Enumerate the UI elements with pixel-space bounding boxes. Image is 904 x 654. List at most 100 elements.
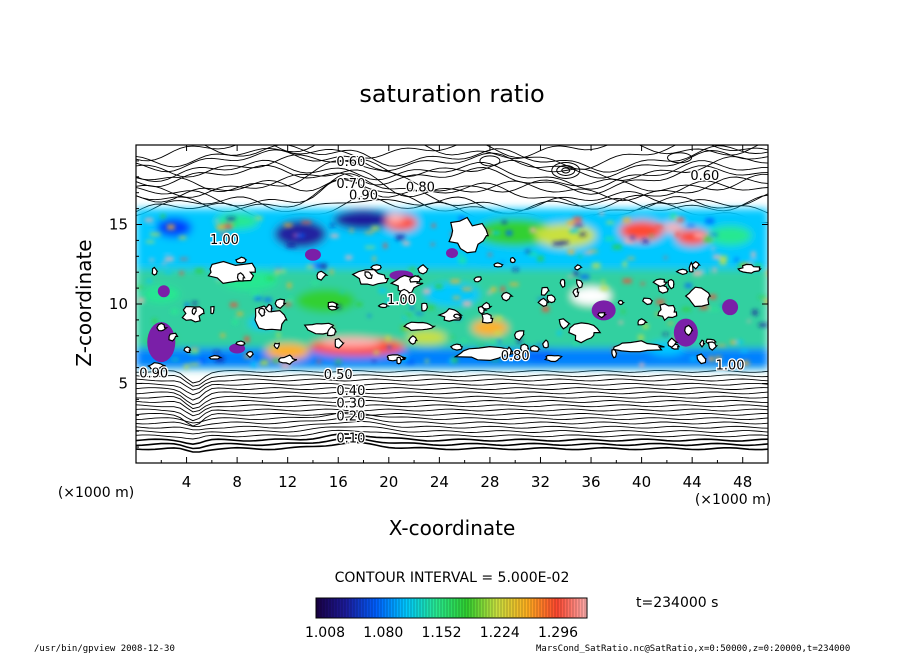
heat-cell <box>693 270 702 276</box>
heat-cell <box>573 223 583 228</box>
x-tick-label: 8 <box>232 473 242 491</box>
heat-cell <box>458 257 467 264</box>
heat-cell <box>690 356 697 361</box>
contour-label: 0.50 <box>324 368 353 383</box>
heat-cell <box>500 261 504 264</box>
heat-cell <box>715 355 722 361</box>
y-axis-label: Z-coordinate <box>72 239 96 366</box>
subsaturated-blob <box>328 305 340 311</box>
heat-cell <box>213 350 220 354</box>
heat-cell <box>758 323 768 327</box>
heat-cell <box>189 349 199 355</box>
contour-label: 0.90 <box>349 188 378 203</box>
y-tick-label: 5 <box>118 375 128 393</box>
heat-cell <box>454 253 464 256</box>
heat-cell <box>713 267 717 273</box>
heat-cell <box>284 223 293 228</box>
heat-cell <box>198 236 205 239</box>
heat-cell <box>385 299 392 305</box>
contour-line <box>136 426 768 435</box>
subsaturated-blob <box>210 305 215 315</box>
chart-title: saturation ratio <box>359 80 544 108</box>
subsaturated-blob <box>316 270 329 281</box>
heat-cell <box>528 252 537 256</box>
heat-patch-purple <box>304 248 321 261</box>
heat-cell <box>184 364 189 370</box>
contour-interval: CONTOUR INTERVAL = 5.000E-02 <box>335 570 570 586</box>
heat-cell <box>301 220 312 224</box>
heat-cell <box>330 223 335 228</box>
heat-cell <box>509 282 519 286</box>
subsaturated-blob <box>637 318 648 326</box>
heat-patch <box>475 218 556 247</box>
heat-cell <box>662 333 669 336</box>
colorbar-tick-label: 1.152 <box>421 625 461 641</box>
contour-line <box>136 404 768 417</box>
heat-cell <box>501 220 507 224</box>
contour-line <box>136 145 768 173</box>
heat-cell <box>624 238 634 244</box>
heat-cell <box>149 258 154 262</box>
contour-line <box>136 374 768 387</box>
heat-cell <box>220 333 226 338</box>
heat-cell <box>458 216 465 221</box>
heat-cell <box>244 336 250 343</box>
heat-cell <box>216 224 225 231</box>
subsaturated-blob <box>258 307 266 317</box>
closed-contour <box>561 167 571 174</box>
heat-cell <box>500 286 506 293</box>
heat-patch <box>535 223 596 248</box>
heat-cell <box>409 267 416 272</box>
heat-patch-purple <box>591 300 616 321</box>
y-axis-unit: (×1000 m) <box>58 485 134 501</box>
heat-cell <box>572 341 580 346</box>
subsaturated-blob <box>505 346 513 357</box>
heat-cell <box>478 344 485 347</box>
subsaturated-blob <box>168 332 179 342</box>
heat-cell <box>340 291 344 294</box>
heat-cell <box>372 359 376 362</box>
subsaturated-blob <box>542 339 549 349</box>
heat-cell <box>401 325 406 331</box>
x-tick-label: 40 <box>632 473 651 491</box>
heat-cell <box>355 302 363 307</box>
heat-cell <box>170 308 179 315</box>
heat-cell <box>373 350 380 355</box>
heat-cell <box>403 313 412 317</box>
heat-cell <box>496 339 501 344</box>
heat-cell <box>583 251 593 255</box>
subsaturated-blob <box>513 330 525 341</box>
subsaturated-blob <box>657 284 670 294</box>
subsaturated-blob <box>575 279 584 289</box>
closed-contour <box>556 164 576 176</box>
heat-cell <box>705 218 715 224</box>
contour-label: 0.20 <box>336 409 365 424</box>
heat-cell <box>387 345 392 350</box>
heat-cell <box>537 255 544 262</box>
heat-cell <box>600 285 609 291</box>
heat-cell <box>742 360 750 366</box>
heat-cell <box>171 358 179 361</box>
heat-cell <box>426 305 435 310</box>
heat-cell <box>557 330 562 336</box>
heat-cell <box>579 232 586 237</box>
contour-line <box>136 391 768 406</box>
heat-cell <box>149 225 157 228</box>
heat-patch <box>459 249 520 270</box>
colorbar: 1.008 1.080 1.152 1.224 1.296 <box>305 597 588 641</box>
heat-cell <box>684 283 692 288</box>
contour-line <box>136 395 768 410</box>
heat-cell <box>164 270 172 274</box>
contour-label: 0.60 <box>690 169 719 184</box>
heat-cell <box>192 301 198 306</box>
x-tick-label: 48 <box>733 473 752 491</box>
heat-patch-purple <box>147 322 176 363</box>
heat-cell <box>488 253 492 257</box>
subsaturated-blob <box>473 276 483 283</box>
subsaturated-blob <box>519 343 530 354</box>
closed-contour <box>551 161 581 179</box>
contour-line <box>136 196 768 227</box>
x-tick-label: 20 <box>379 473 398 491</box>
heat-cell <box>216 279 220 282</box>
